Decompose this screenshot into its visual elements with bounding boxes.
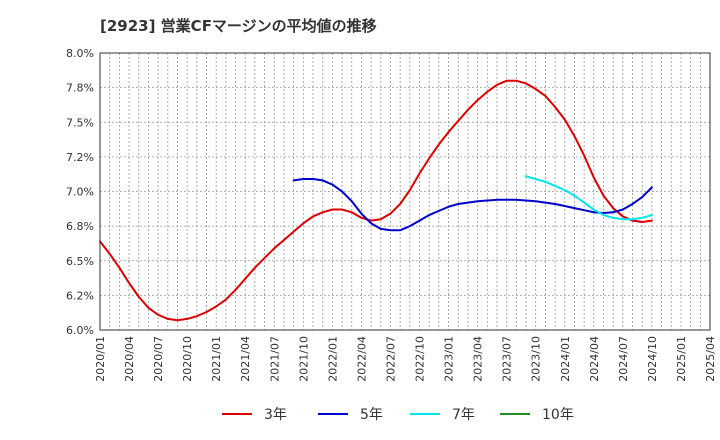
series-line-3	[525, 175, 653, 221]
x-tick-label: 2024/01	[559, 336, 572, 382]
x-tick-label: 2021/10	[297, 336, 310, 382]
x-tick-label: 2022/10	[414, 336, 427, 382]
series-line-1	[99, 79, 653, 322]
x-tick-label: 2023/07	[501, 336, 514, 382]
legend-label-1: 3年	[264, 407, 287, 423]
x-tick-label: 2024/10	[646, 336, 659, 382]
x-axis: 2020/01 2020/04 2020/07 2020/10 2021/01 2021/…	[94, 336, 717, 382]
x-tick-label: 2025/04	[704, 336, 717, 382]
legend-label-2: 5年	[360, 407, 383, 423]
y-tick-label: 8.0%	[66, 47, 94, 60]
series-line-2	[292, 178, 653, 232]
x-tick-label: 2020/01	[94, 336, 107, 382]
x-tick-label: 2022/04	[355, 336, 368, 382]
legend-label-4: 10年	[542, 407, 574, 423]
legend: 3年 5年 7年 10年	[222, 407, 574, 423]
y-tick-label: 6.5%	[66, 255, 94, 268]
x-tick-label: 2022/07	[384, 336, 397, 382]
x-tick-label: 2024/07	[617, 336, 630, 382]
y-tick-label: 6.0%	[66, 324, 94, 337]
y-tick-label: 6.2%	[66, 289, 94, 302]
y-tick-label: 7.2%	[66, 151, 94, 164]
legend-label-3: 7年	[452, 407, 475, 423]
x-tick-label: 2022/01	[326, 336, 339, 382]
x-tick-label: 2024/04	[588, 336, 601, 382]
y-axis: 6.0% 6.2% 6.5% 6.8% 7.0% 7.2% 7.5% 7.8% 8.0%	[66, 47, 94, 337]
x-tick-label: 2020/04	[123, 336, 136, 382]
y-tick-label: 7.0%	[66, 186, 94, 199]
x-tick-label: 2023/10	[530, 336, 543, 382]
x-tick-label: 2025/01	[675, 336, 688, 382]
x-tick-label: 2021/04	[239, 336, 252, 382]
x-tick-label: 2023/01	[443, 336, 456, 382]
y-tick-label: 6.8%	[66, 220, 94, 233]
chart-title: [2923] 営業CFマージンの平均値の推移	[100, 17, 377, 35]
y-tick-label: 7.5%	[66, 116, 94, 129]
plot-border	[99, 52, 711, 331]
series-layer	[99, 79, 653, 322]
x-tick-label: 2021/07	[268, 336, 281, 382]
x-tick-label: 2021/01	[210, 336, 223, 382]
y-tick-label: 7.8%	[66, 82, 94, 95]
x-tick-label: 2023/04	[472, 336, 485, 382]
x-tick-label: 2020/07	[152, 336, 165, 382]
x-tick-label: 2020/10	[181, 336, 194, 382]
